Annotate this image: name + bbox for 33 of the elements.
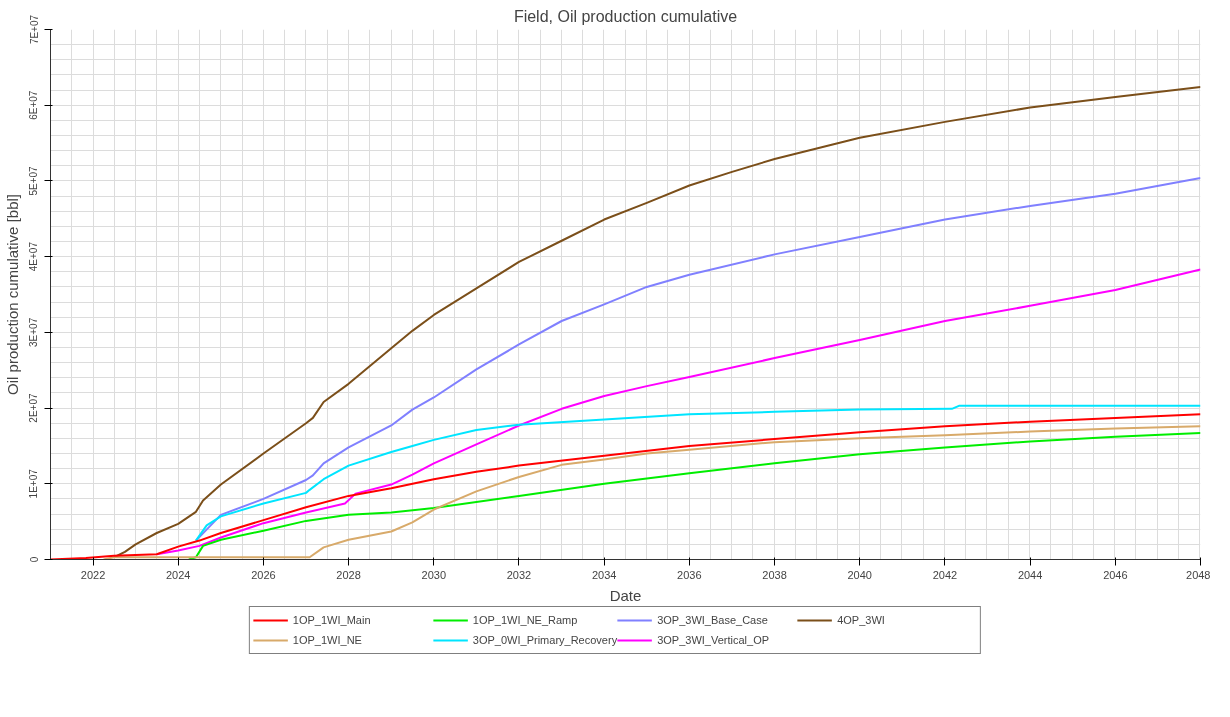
legend-label: 3OP_3WI_Base_Case: [657, 614, 769, 626]
x-tick-label: 2036: [677, 568, 702, 581]
y-tick-label: 3E+07: [28, 317, 40, 347]
line-series: [194, 404, 1201, 542]
x-tick-label: 2038: [762, 568, 787, 581]
x-tick-label: 2042: [932, 568, 958, 581]
legend-label: 3OP_0WI_Primary_Recovery: [472, 634, 618, 646]
legend-label: 3OP_3WI_Vertical_OP: [657, 634, 771, 646]
x-tick-label: 2030: [421, 568, 447, 581]
legend-label: 4OP_3WI: [837, 614, 886, 626]
y-tick-label: 2E+07: [28, 393, 40, 423]
x-tick-label: 2040: [847, 568, 872, 581]
x-tick-label: 2024: [165, 568, 191, 581]
y-axis-title: Oil production cumulative [bbl]: [3, 194, 21, 395]
y-tick-label: 6E+07: [28, 90, 40, 120]
y-tick-label: 0: [28, 556, 40, 563]
x-tick-label: 2034: [591, 568, 617, 581]
legend-label: 1OP_1WI_NE: [292, 634, 363, 646]
x-tick-label: 2048: [1186, 568, 1211, 581]
y-tick-label: 7E+07: [28, 14, 40, 45]
x-tick-label: 2044: [1017, 568, 1043, 581]
x-axis-title: Date: [609, 586, 642, 604]
x-tick-label: 2028: [336, 568, 361, 581]
legend-label: 1OP_1WI_Main: [292, 614, 372, 626]
y-tick-label: 1E+07: [28, 468, 40, 499]
x-tick-label: 2022: [80, 568, 106, 581]
y-tick-label: 4E+07: [28, 241, 40, 272]
y-tick-label: 5E+07: [28, 165, 40, 196]
x-tick-label: 2032: [506, 568, 532, 581]
x-tick-label: 2026: [251, 568, 276, 581]
legend-label: 1OP_1WI_NE_Ramp: [472, 614, 579, 626]
chart-title: Field, Oil production cumulative: [513, 7, 738, 25]
x-tick-label: 2046: [1103, 568, 1128, 581]
